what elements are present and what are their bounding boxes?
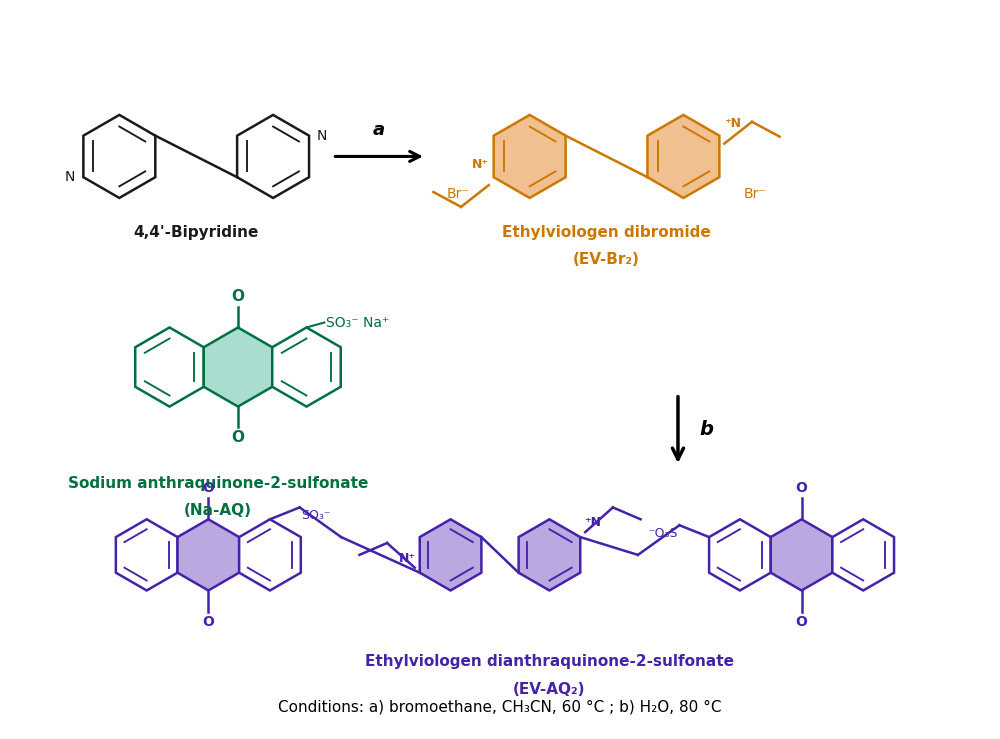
Text: SO₃⁻: SO₃⁻ — [302, 509, 331, 522]
Text: 4,4'-Bipyridine: 4,4'-Bipyridine — [134, 225, 259, 240]
Text: O: O — [202, 480, 214, 494]
Text: O: O — [231, 290, 244, 304]
Polygon shape — [135, 327, 204, 406]
Polygon shape — [83, 115, 155, 198]
Text: ⁻O₃S: ⁻O₃S — [648, 527, 677, 540]
Text: N⁺: N⁺ — [399, 552, 416, 565]
Text: (EV-AQ₂): (EV-AQ₂) — [513, 682, 586, 697]
Text: a: a — [373, 120, 385, 139]
Text: SO₃⁻ Na⁺: SO₃⁻ Na⁺ — [326, 316, 390, 330]
Polygon shape — [204, 327, 272, 406]
Text: Ethylviologen dianthraquinone-2-sulfonate: Ethylviologen dianthraquinone-2-sulfonat… — [365, 654, 734, 670]
Text: (Na-AQ): (Na-AQ) — [184, 503, 252, 518]
Polygon shape — [237, 115, 309, 198]
Text: O: O — [231, 429, 244, 445]
Text: Sodium anthraquinone-2-sulfonate: Sodium anthraquinone-2-sulfonate — [68, 476, 368, 491]
Polygon shape — [178, 520, 239, 590]
Polygon shape — [832, 520, 894, 590]
Text: b: b — [700, 420, 714, 439]
Text: O: O — [202, 615, 214, 629]
Polygon shape — [420, 520, 481, 590]
Polygon shape — [116, 520, 178, 590]
Polygon shape — [272, 327, 341, 406]
Polygon shape — [494, 115, 566, 198]
Text: ⁺N: ⁺N — [724, 117, 741, 130]
Text: (EV-Br₂): (EV-Br₂) — [573, 252, 640, 267]
Text: ⁺N: ⁺N — [584, 516, 601, 529]
Text: N: N — [65, 170, 75, 184]
Polygon shape — [519, 520, 580, 590]
Text: O: O — [796, 480, 807, 494]
Text: Ethylviologen dibromide: Ethylviologen dibromide — [502, 225, 711, 240]
Text: Br⁻: Br⁻ — [743, 187, 766, 201]
Polygon shape — [709, 520, 771, 590]
Polygon shape — [771, 520, 832, 590]
Text: Br⁻: Br⁻ — [447, 187, 470, 201]
Text: N: N — [317, 129, 327, 143]
Text: Conditions: a) bromoethane, CH₃CN, 60 °C ; b) H₂O, 80 °C: Conditions: a) bromoethane, CH₃CN, 60 °C… — [278, 700, 722, 715]
Polygon shape — [647, 115, 719, 198]
Polygon shape — [239, 520, 301, 590]
Text: N⁺: N⁺ — [472, 158, 489, 171]
Text: O: O — [796, 615, 807, 629]
